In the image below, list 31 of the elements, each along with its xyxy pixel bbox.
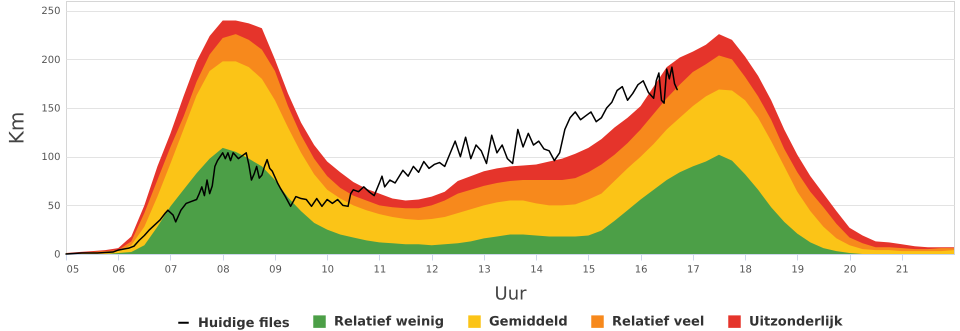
x-tick-label: 16 bbox=[634, 264, 648, 276]
x-axis-title: Uur bbox=[494, 284, 528, 304]
line-series bbox=[65, 66, 678, 255]
x-tick-label: 06 bbox=[112, 264, 126, 276]
x-tick-label: 12 bbox=[426, 264, 439, 276]
legend-label: Relatief weinig bbox=[334, 314, 444, 330]
y-tick-label: 150 bbox=[41, 104, 60, 115]
x-tick-label: 15 bbox=[582, 264, 596, 276]
x-tick-label: 14 bbox=[530, 264, 543, 276]
y-tick-label: 100 bbox=[41, 152, 60, 164]
y-tick-label: 200 bbox=[41, 54, 60, 66]
y-tick-label: 50 bbox=[48, 200, 60, 212]
legend-label: Gemiddeld bbox=[489, 314, 568, 330]
x-tick-label: 05 bbox=[66, 264, 80, 276]
x-tick-label: 20 bbox=[844, 264, 856, 276]
y-tick-label: 250 bbox=[41, 6, 60, 18]
x-tick-label: 13 bbox=[478, 264, 491, 276]
x-tick-label: 08 bbox=[216, 264, 230, 276]
x-tick-label: 10 bbox=[321, 264, 334, 276]
x-tick-label: 19 bbox=[791, 264, 804, 276]
x-tick-label: 17 bbox=[686, 264, 700, 276]
y-axis-title: Km bbox=[4, 112, 28, 144]
x-tick-label: 07 bbox=[164, 264, 178, 276]
legend-label: Relatief veel bbox=[612, 314, 704, 330]
y-tick-label: 0 bbox=[54, 250, 60, 260]
legend-label: Huidige files bbox=[198, 316, 290, 331]
legend-label: Uitzonderlijk bbox=[749, 314, 843, 330]
x-tick-label: 21 bbox=[896, 264, 909, 276]
x-tick-label: 18 bbox=[739, 264, 752, 276]
x-tick-label: 09 bbox=[269, 264, 282, 276]
x-tick-label: 11 bbox=[374, 264, 386, 276]
